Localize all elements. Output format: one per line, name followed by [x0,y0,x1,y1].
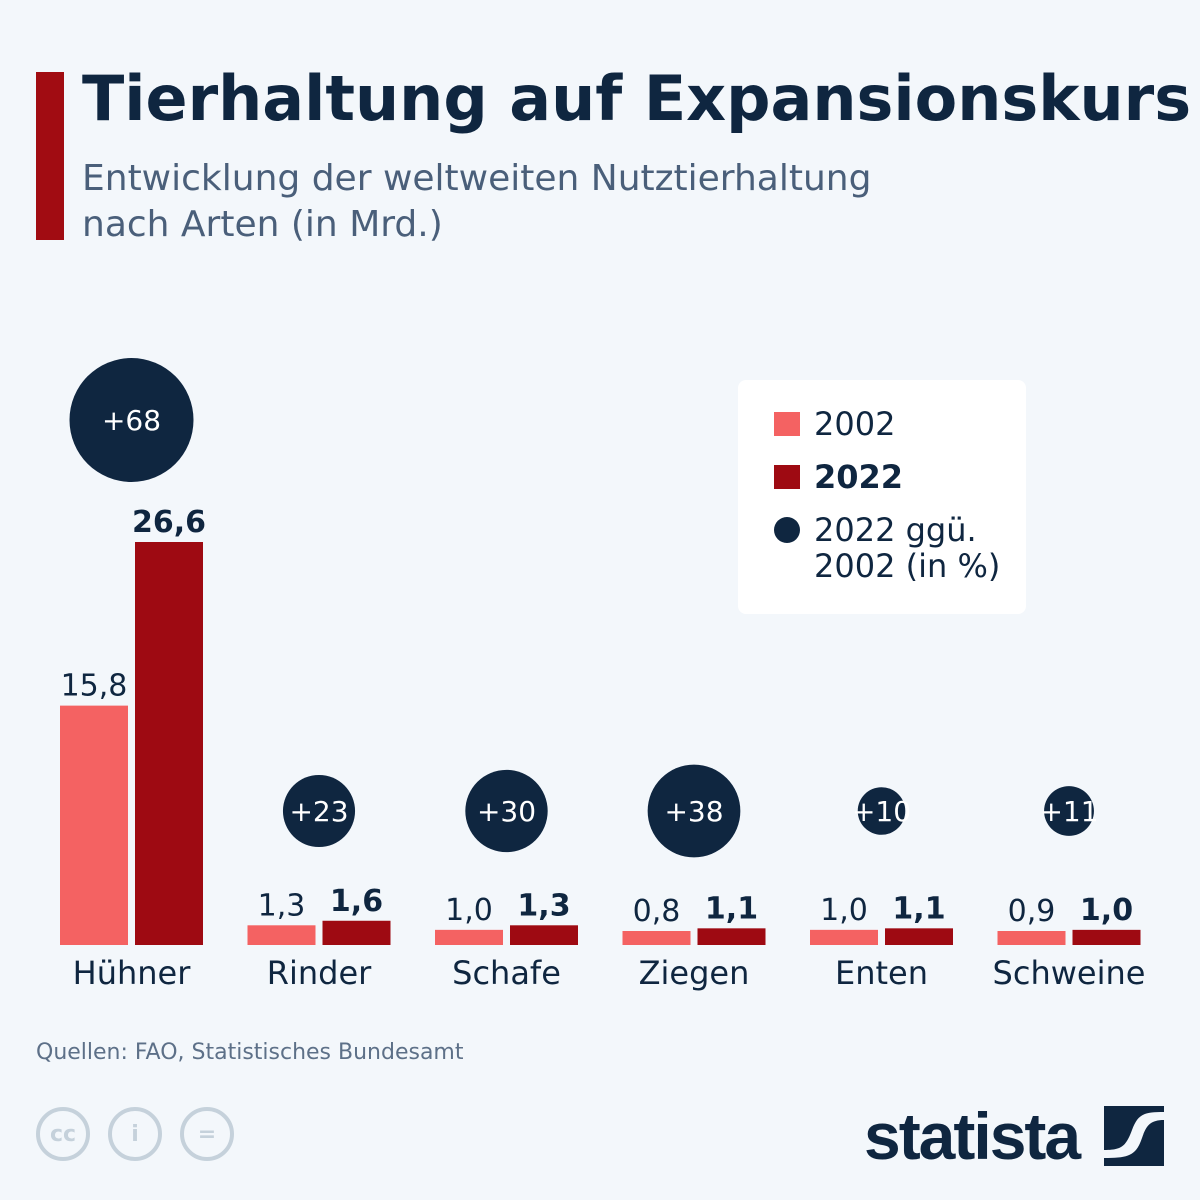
change-label: +30 [477,795,536,828]
change-label: +68 [102,404,161,437]
change-bubble [857,787,906,835]
no-derivatives-icon: = [180,1107,234,1161]
data-label-2022: 1,1 [705,891,758,926]
bar-2002 [997,931,1066,945]
legend-swatch-2022 [774,465,800,489]
change-label: +11 [1039,795,1098,828]
legend-label: 2002 [814,405,896,443]
data-label-2002: 0,9 [1008,894,1056,929]
bar-2002 [810,929,878,945]
bar-2022 [885,928,953,945]
data-label-2022: 1,1 [892,891,945,926]
source-note: Quellen: FAO, Statistisches Bundesamt [36,1040,464,1065]
category-label: Rinder [267,954,372,992]
change-label: +10 [852,795,911,828]
data-label-2022: 1,6 [330,884,383,919]
data-label-2002: 1,0 [820,893,868,928]
category-label: Hühner [73,954,192,992]
data-label-2002: 15,8 [61,669,128,704]
bar-2002 [247,925,316,945]
bar-2022 [322,920,391,945]
chart-subtitle: Entwicklung der weltweiten Nutztierhaltu… [82,158,872,245]
legend-label: 2022 [814,458,904,496]
cc-icon: cc [36,1107,90,1161]
data-label-2022: 1,3 [517,888,570,923]
bar-2022 [697,928,766,945]
data-label-2002: 0,8 [633,894,681,929]
legend-label: 2002 (in %) [814,547,1001,585]
change-label: +38 [664,795,723,828]
change-label: +23 [289,795,348,828]
category-label: Schafe [452,954,561,992]
bar-2002 [435,929,503,945]
legend-item-2022: 2022 [774,459,903,495]
bar-2022 [135,542,203,945]
data-label-2002: 1,0 [445,893,493,928]
accent-bar [36,72,64,240]
bar-2022 [510,925,578,945]
data-label-2022: 26,6 [132,505,206,540]
category-label: Enten [835,954,928,992]
legend-item-change: 2022 ggü. 2002 (in %) [774,512,1000,584]
change-bubble [282,774,356,848]
change-bubble [1044,786,1094,836]
bar-2002 [60,705,128,945]
bar-2002 [622,931,691,945]
bar-2022 [1072,929,1141,945]
legend-swatch-2002 [774,412,800,436]
statista-logo: statista [864,1098,1164,1174]
change-bubble [69,358,194,482]
change-bubble [647,764,741,858]
attribution-icon: i [108,1107,162,1161]
legend-dot-icon [774,517,800,543]
chart-title: Tierhaltung auf Expansionskurs [82,62,1192,135]
data-label-2022: 1,0 [1080,893,1133,928]
legend-label: 2022 ggü. [814,511,977,549]
legend: 2002 2022 2022 ggü. 2002 (in %) [738,380,1026,614]
category-label: Ziegen [639,954,750,992]
legend-item-2002: 2002 [774,406,895,442]
change-bubble [465,769,548,853]
category-label: Schweine [993,954,1146,992]
statista-logo-icon [1104,1106,1164,1166]
data-label-2002: 1,3 [258,888,306,923]
